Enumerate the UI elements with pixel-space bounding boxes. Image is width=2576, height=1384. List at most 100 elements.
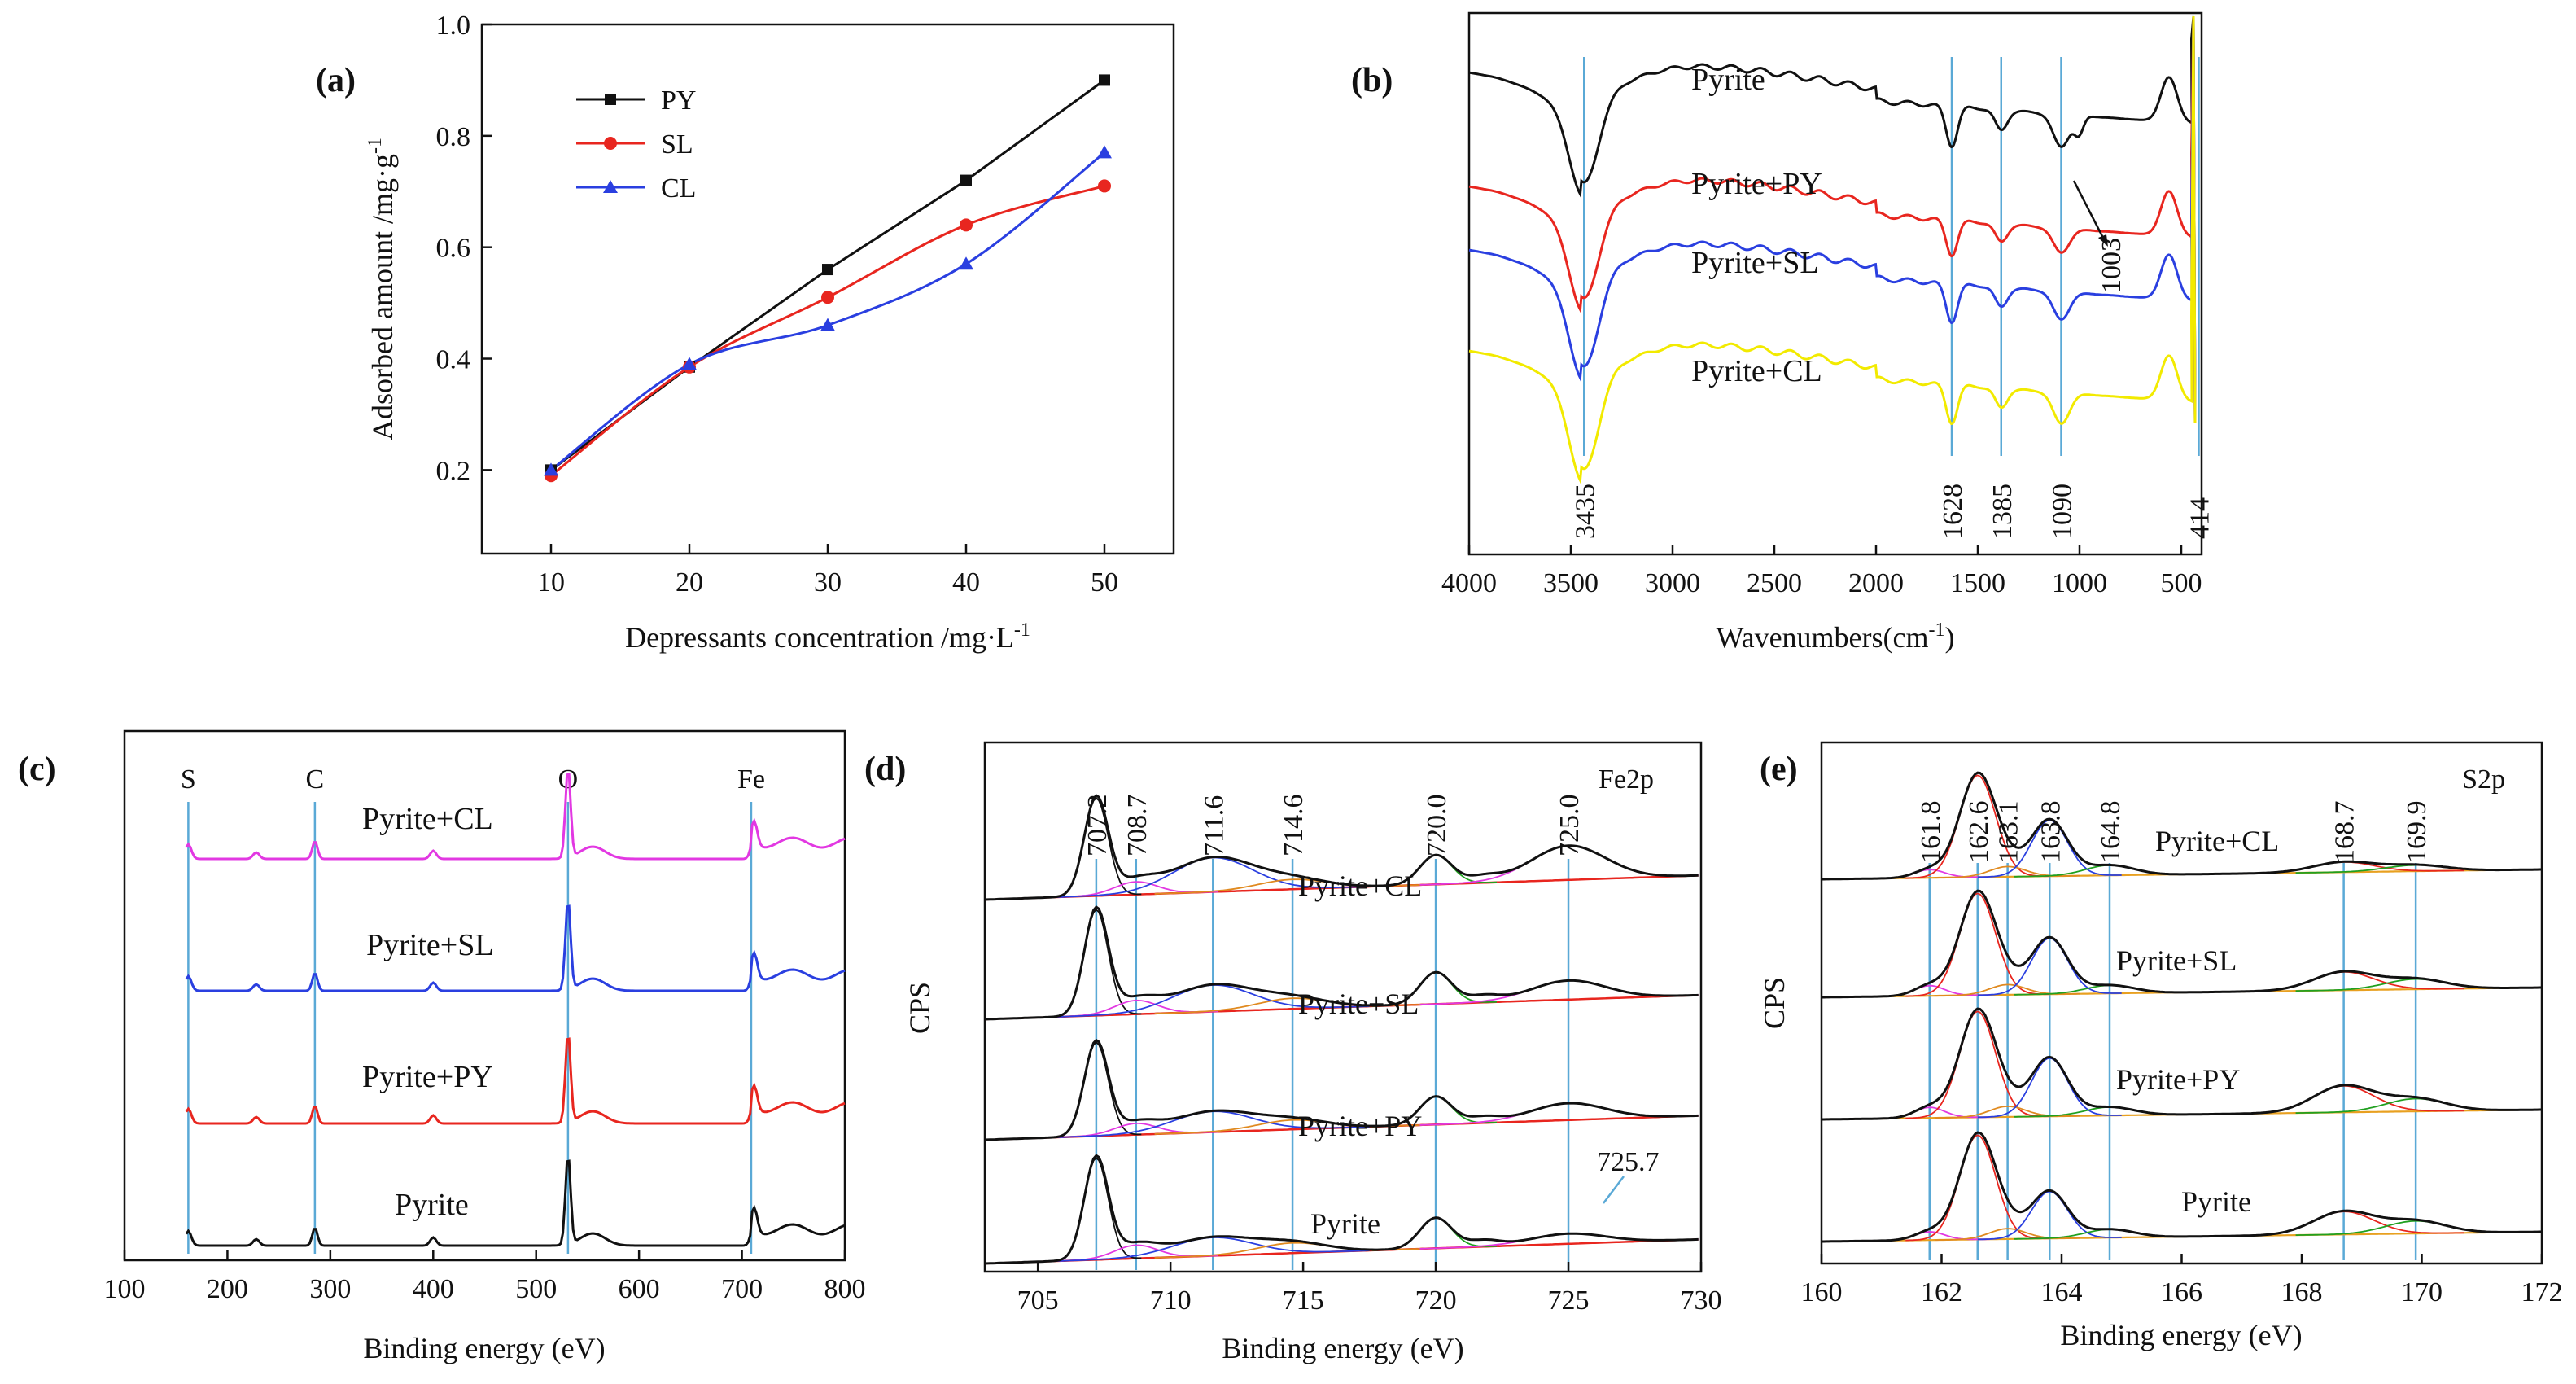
panel-a-series-lines (550, 79, 1105, 477)
panel-a-point-py (1099, 74, 1110, 86)
panel-c-curve-label: Pyrite+SL (366, 928, 494, 962)
panel-c-curve-label: Pyrite+CL (362, 802, 493, 836)
panel-d-fit-component (1053, 1237, 1370, 1262)
panel-c-spectra (185, 773, 846, 1247)
panel-b-peak-label: 1385 (1988, 484, 2018, 539)
panel-e-xlabel: Binding energy (eV) (2060, 1319, 2302, 1351)
panel-c-spectrum-pyrite-py (185, 1037, 846, 1125)
panel-b-frame (1467, 11, 2203, 556)
panel-d-curve-label: Pyrite+CL (1298, 869, 1422, 902)
panel-d-annotation-725-7: 725.7 (1597, 1147, 1660, 1177)
panel-b-curve-label: Pyrite+PY (1691, 167, 1822, 201)
panel-a-point-sl (1098, 179, 1111, 193)
panel-e-x-tick-label: 166 (2161, 1277, 2202, 1307)
panel-c-x-tick-label: 300 (309, 1274, 351, 1304)
panel-c-element-label-s: S (181, 764, 196, 795)
panel-b-x-tick-label: 2500 (1747, 568, 1802, 598)
panel-d-peak-label: 711.6 (1199, 795, 1229, 856)
panel-e-x-tick-label: 164 (2041, 1277, 2083, 1307)
panel-c-element-label-o: O (558, 764, 579, 795)
panel-a-ylabel: Adsorbed amount /mg·g-1 (365, 138, 399, 440)
panel-b-spectrum-pyrite-sl (1468, 15, 2197, 424)
panel-d-peak-lines (1095, 859, 1570, 1270)
panel-c-xlabel: Binding energy (eV) (363, 1332, 605, 1364)
panel-a-legend-label-py: PY (661, 85, 696, 116)
panel-b-curve-label: Pyrite+CL (1691, 354, 1822, 388)
panel-d-peak-labels: 707.2 708.7 711.6 714.6 720.0 725.0 (1082, 795, 1585, 857)
panel-c-element-lines: S C O Fe (181, 764, 765, 1254)
panel-a-point-cl (959, 256, 973, 270)
panel-a-y-axis: 0.2 0.4 0.6 0.8 1.0 (436, 11, 492, 486)
panel-b-x-tick-label: 1500 (1950, 568, 2005, 598)
panel-d-x-axis: 705 710 715 720 725 730 (1017, 1262, 1722, 1316)
panel-c-x-tick-label: 200 (207, 1274, 248, 1304)
panel-d-frame (983, 741, 1703, 1273)
panel-a-x-tick-label: 20 (676, 567, 703, 598)
panel-b-x-axis: 4000 3500 3000 2500 2000 1500 1000 500 (1441, 545, 2202, 598)
panel-d-curve-labels: Pyrite+CL Pyrite+SL Pyrite+PY Pyrite (1298, 869, 1422, 1240)
panel-e-ylabel: CPS (1758, 977, 1791, 1029)
panel-b-spectra (1468, 15, 2197, 485)
panel-b-x-tick-label: 500 (2161, 568, 2202, 598)
panel-d-spectrum-pyrite (984, 1154, 1699, 1265)
panel-d-xlabel: Binding energy (eV) (1222, 1332, 1463, 1364)
panel-b-peak-label: 1090 (2048, 484, 2078, 539)
panel-e-label: (e) (1760, 751, 1798, 788)
panel-e-peak-lines (1928, 863, 2417, 1260)
panel-a-legend-marker (603, 180, 618, 193)
panel-a-point-cl (544, 462, 558, 476)
panel-d-fit-component (1371, 1216, 1498, 1251)
panel-e-curve-label: Pyrite+PY (2116, 1063, 2240, 1096)
panel-d-fit-component (1048, 909, 1142, 1018)
panel-d-peak-label: 720.0 (1422, 795, 1452, 857)
panel-e-region-label: S2p (2462, 764, 2505, 795)
panel-e-spectrum-pyrite-sl (1822, 889, 2542, 999)
panel-a-y-tick-label: 0.2 (436, 456, 471, 486)
panel-d-peak-label: 714.6 (1279, 795, 1309, 857)
panel-e-fit-component (1905, 1010, 2050, 1119)
panel-e-peak-label: 161.8 (1916, 801, 1946, 864)
panel-e-x-tick-label: 160 (1801, 1277, 1843, 1307)
panel-e-fit-component (1905, 774, 2050, 879)
panel-b-label: (b) (1351, 62, 1393, 99)
panel-b-curve-label: Pyrite+SL (1691, 246, 1819, 280)
panel-d-curve-label: Pyrite+PY (1298, 1110, 1422, 1142)
panel-d-region-label: Fe2p (1599, 764, 1654, 795)
panel-c-curve-label: Pyrite (395, 1188, 469, 1222)
panel-b-x-tick-label: 2000 (1848, 568, 1904, 598)
panel-e-curve-label: Pyrite+CL (2155, 825, 2279, 857)
panel-c-x-tick-label: 700 (721, 1274, 763, 1304)
panel-a-xlabel: Depressants concentration /mg·L-1 (625, 620, 1030, 654)
panel-a-legend-label-cl: CL (661, 173, 696, 204)
panel-d-curve-label: Pyrite+SL (1298, 988, 1419, 1020)
panel-a-markers (544, 74, 1112, 483)
panel-e-peak-label: 164.8 (2096, 801, 2126, 864)
panel-a-y-tick-label: 0.6 (436, 234, 471, 264)
panel-a-point-cl (1097, 145, 1112, 159)
panel-c-curve-labels: Pyrite+CL Pyrite+SL Pyrite+PY Pyrite (362, 802, 494, 1222)
panel-b-x-tick-label: 3000 (1645, 568, 1700, 598)
panel-c-spectrum-pyrite (185, 1159, 846, 1247)
panel-d-x-tick-label: 730 (1681, 1285, 1722, 1316)
panel-b-x-tick-label: 3500 (1543, 568, 1599, 598)
panel-d-x-tick-label: 705 (1017, 1285, 1059, 1316)
panel-a-x-tick-label: 10 (537, 567, 565, 598)
panel-b-spectrum-pyrite-py (1468, 15, 2197, 424)
panel-d-x-tick-label: 720 (1415, 1285, 1457, 1316)
panel-a-x-tick-label: 30 (814, 567, 842, 598)
panel-e: (e) S2p Pyrite+CLPyrite+SLPyrite+PYPyrit… (1758, 741, 2563, 1351)
panel-c-x-tick-label: 500 (515, 1274, 557, 1304)
panel-a-y-tick-label: 0.4 (436, 345, 471, 375)
panel-e-spectra (1822, 771, 2542, 1243)
panel-a: (a) 0.2 0.4 0.6 0.8 1.0 10 20 30 40 50 PY SL CL De… (316, 11, 1175, 654)
panel-e-x-tick-label: 170 (2401, 1277, 2443, 1307)
panel-a-point-sl (821, 291, 834, 304)
panel-a-point-cl (820, 318, 835, 331)
panel-d-fit-component (1048, 1041, 1142, 1139)
panel-c-x-tick-label: 100 (104, 1274, 146, 1304)
panel-b-annotation-arrow (2072, 180, 2108, 245)
panel-a-legend-label-sl: SL (661, 129, 693, 160)
panel-d-curve-label: Pyrite (1310, 1207, 1380, 1240)
panel-a-legend-marker (605, 94, 616, 105)
panel-d-x-tick-label: 710 (1150, 1285, 1192, 1316)
